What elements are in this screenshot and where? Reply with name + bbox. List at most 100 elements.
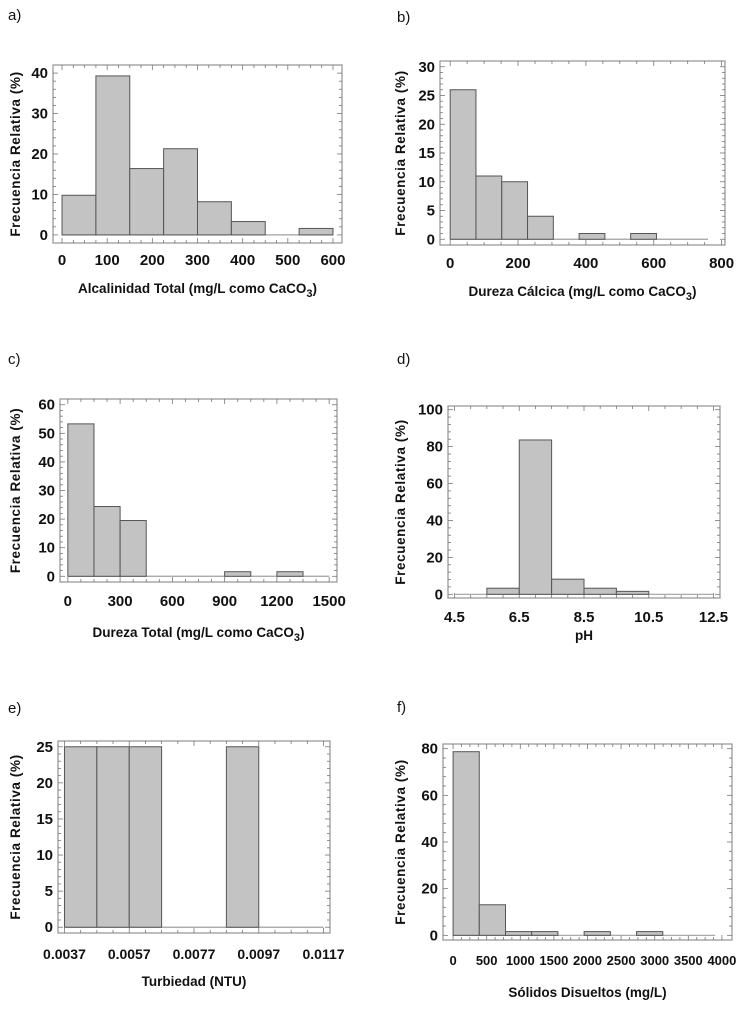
x-axis-label-subscript: 3 bbox=[686, 291, 692, 303]
x-tick-label: 12.5 bbox=[699, 609, 728, 626]
histogram-bar bbox=[95, 75, 131, 236]
x-tick-label: 1000 bbox=[506, 953, 535, 968]
x-tick-label: 600 bbox=[320, 252, 345, 269]
y-tick-label: 50 bbox=[38, 425, 55, 442]
histogram-bar bbox=[276, 571, 304, 577]
chart-e: e) 0.0037 0.0057 0.0077 0.0097 0.0117 0 5 10 15 20… bbox=[8, 700, 345, 989]
x-tick-label: 400 bbox=[573, 255, 598, 272]
x-tick-label: 3500 bbox=[674, 953, 703, 968]
y-tick-label: 60 bbox=[421, 787, 438, 804]
x-tick-label: 10.5 bbox=[634, 609, 663, 626]
y-tick-label: 10 bbox=[38, 540, 55, 557]
y-axis-label: Frecuencia Relativa (%) bbox=[8, 754, 23, 919]
x-tick-label: 300 bbox=[108, 593, 133, 610]
x-axis-label-end: ) bbox=[312, 281, 317, 296]
histogram-bar bbox=[449, 89, 477, 240]
panel-label: a) bbox=[8, 7, 21, 24]
histogram-bar bbox=[452, 751, 480, 936]
y-tick-label: 25 bbox=[36, 739, 53, 756]
x-axis-label: pH bbox=[575, 628, 593, 643]
histogram-bar bbox=[475, 175, 503, 240]
histogram-bar bbox=[583, 587, 617, 595]
x-tick-label: 0.0077 bbox=[173, 946, 216, 962]
x-axis-label-subscript: 3 bbox=[306, 288, 312, 300]
x-axis-label-text: Dureza Cálcica (mg/L como CaCO bbox=[469, 284, 686, 299]
chart-a: a) 0 100 200 300 400 500 600 0 10 20 30 40 Alcalinida… bbox=[8, 7, 345, 300]
histogram-bar bbox=[128, 746, 163, 928]
x-tick-label: 900 bbox=[212, 593, 237, 610]
y-tick-label: 80 bbox=[426, 439, 443, 456]
y-tick-label: 20 bbox=[31, 146, 48, 163]
x-tick-label: 0 bbox=[58, 252, 66, 269]
x-axis-label: Dureza Total (mg/L como CaCO3) bbox=[93, 625, 305, 644]
histogram-bar bbox=[518, 439, 553, 595]
x-tick-label: 4.5 bbox=[444, 609, 465, 626]
y-tick-label: 40 bbox=[421, 834, 438, 851]
x-axis-label-text: pH bbox=[575, 628, 593, 643]
x-axis-label-text: Alcalinidad Total (mg/L como CaCO bbox=[78, 281, 306, 296]
histogram-bar bbox=[61, 194, 97, 236]
plot-frame bbox=[447, 405, 721, 599]
x-tick-label: 200 bbox=[506, 255, 531, 272]
x-tick-label: 0.0117 bbox=[302, 946, 344, 962]
x-axis-label: Turbiedad (NTU) bbox=[142, 974, 247, 989]
histogram-bar bbox=[551, 578, 585, 595]
x-tick-label: 2000 bbox=[573, 953, 602, 968]
y-tick-label: 60 bbox=[426, 476, 443, 493]
x-tick-label: 1500 bbox=[539, 953, 568, 968]
x-tick-label: 4000 bbox=[707, 953, 736, 968]
histogram-bar bbox=[578, 233, 606, 240]
x-tick-label: 3000 bbox=[640, 953, 669, 968]
x-axis-label-text: Sólidos Disueltos (mg/L) bbox=[508, 985, 666, 1000]
y-tick-label: 30 bbox=[38, 483, 55, 500]
histogram-bar bbox=[501, 181, 529, 240]
y-tick-label: 0 bbox=[427, 231, 435, 248]
x-tick-label: 600 bbox=[641, 255, 666, 272]
x-tick-label: 0.0037 bbox=[43, 946, 86, 962]
y-tick-label: 80 bbox=[421, 741, 438, 758]
x-axis-label: Sólidos Disueltos (mg/L) bbox=[508, 985, 666, 1000]
histogram-bar bbox=[615, 590, 650, 595]
y-tick-label: 40 bbox=[38, 454, 55, 471]
x-axis-label: Dureza Cálcica (mg/L como CaCO3) bbox=[469, 284, 697, 303]
histogram-bar bbox=[478, 904, 507, 936]
panel-label: e) bbox=[8, 700, 21, 717]
y-tick-label: 20 bbox=[426, 549, 443, 566]
x-axis-label: Alcalinidad Total (mg/L como CaCO3) bbox=[78, 281, 317, 300]
x-tick-label: 8.5 bbox=[574, 609, 595, 626]
y-tick-label: 30 bbox=[418, 59, 435, 76]
histogram-bar bbox=[230, 221, 266, 236]
y-tick-label: 10 bbox=[418, 174, 435, 191]
histogram-bar bbox=[531, 931, 559, 936]
x-axis-label-text: Turbiedad (NTU) bbox=[142, 974, 247, 989]
chart-d: d) 4.5 6.5 8.5 10.5 12.5 0 20 40 60 80 100 pH Frecuen… bbox=[393, 351, 728, 643]
y-axis-label: Frecuencia Relativa (%) bbox=[393, 759, 408, 924]
histogram-bar bbox=[298, 227, 334, 236]
x-axis-label-end: ) bbox=[692, 284, 697, 299]
panel-label: d) bbox=[397, 351, 410, 368]
y-tick-label: 30 bbox=[31, 106, 48, 123]
y-tick-label: 60 bbox=[38, 397, 55, 414]
y-axis-label: Frecuencia Relativa (%) bbox=[393, 419, 408, 584]
y-tick-label: 20 bbox=[421, 881, 438, 898]
x-tick-label: 6.5 bbox=[509, 609, 530, 626]
x-tick-label: 0 bbox=[449, 953, 456, 968]
y-tick-label: 0 bbox=[430, 927, 438, 944]
x-tick-label: 500 bbox=[476, 953, 498, 968]
y-tick-label: 25 bbox=[418, 88, 435, 105]
y-tick-label: 0 bbox=[45, 919, 53, 936]
x-axis-label-subscript: 3 bbox=[294, 632, 300, 644]
y-axis-label: Frecuencia Relativa (%) bbox=[8, 408, 23, 573]
x-tick-label: 800 bbox=[709, 255, 734, 272]
y-tick-label: 40 bbox=[31, 65, 48, 82]
x-tick-label: 0.0057 bbox=[108, 946, 151, 962]
y-tick-label: 15 bbox=[418, 145, 435, 162]
histogram-bar bbox=[67, 423, 95, 577]
y-tick-label: 15 bbox=[36, 811, 53, 828]
panel-label: c) bbox=[8, 351, 21, 368]
histogram-bar bbox=[197, 201, 232, 236]
histogram-bar bbox=[93, 506, 121, 577]
x-tick-label: 0.0097 bbox=[237, 946, 280, 962]
x-tick-label: 400 bbox=[230, 252, 255, 269]
